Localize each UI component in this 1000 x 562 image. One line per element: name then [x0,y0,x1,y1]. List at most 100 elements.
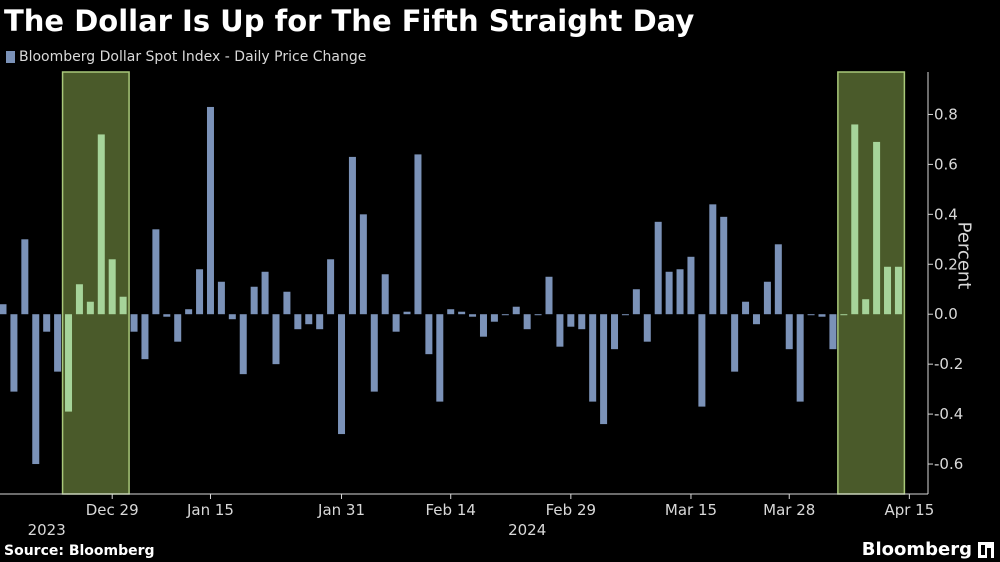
x-tick-label: Mar 28 [763,501,815,519]
bar [545,276,553,315]
bar [206,106,214,315]
bar [261,271,269,315]
bar [742,301,750,315]
bar [654,221,662,315]
year-label: 2023 [28,521,66,539]
x-tick-label: Feb 14 [426,501,476,519]
bar [643,314,651,342]
y-tick-label: -0.4 [934,405,963,423]
legend-swatch [6,51,15,63]
bar [752,314,760,325]
bar [501,314,509,316]
bar [534,314,542,316]
bar [43,314,51,332]
bar [851,124,859,315]
y-tick-label: 0.2 [934,255,958,273]
bar [403,311,411,315]
bar [414,154,422,315]
year-label: 2024 [508,521,546,539]
bloomberg-logo: Bloomberg [862,539,994,560]
x-tick-label: Jan 31 [317,501,365,519]
bar [163,314,171,317]
bar [305,314,313,325]
bloomberg-terminal-icon [978,541,994,558]
highlight-band [837,71,906,495]
bar [21,239,29,315]
bar [392,314,400,332]
bar [469,314,477,317]
bar [894,266,902,315]
source-note: Source: Bloomberg [4,543,155,559]
bar [228,314,236,320]
bar [250,286,258,315]
bar [436,314,444,402]
bar [720,216,728,315]
bar [348,156,356,315]
x-tick-label: Mar 15 [665,501,717,519]
bar [512,306,520,315]
brand-name: Bloomberg [861,539,972,560]
bar [217,281,225,315]
highlight-band [61,71,130,495]
legend-label: Bloomberg Dollar Spot Index - Daily Pric… [19,49,367,65]
bar [556,314,564,347]
bar [294,314,302,330]
bar [119,296,127,315]
bar [862,299,870,315]
bar [97,134,105,315]
bar [490,314,498,322]
y-tick-label: -0.2 [934,355,963,373]
bar [370,314,378,392]
bar [807,314,815,316]
bar [665,271,673,315]
bar [698,314,706,407]
bar [141,314,149,360]
bar [174,314,182,342]
bar [185,309,193,315]
bar [327,259,335,315]
bar [239,314,247,375]
x-tick-label: Feb 29 [546,501,596,519]
bar [479,314,487,337]
bar [829,314,837,350]
y-tick-label: -0.6 [934,455,963,473]
bar [152,229,160,315]
bar [873,141,881,315]
legend: Bloomberg Dollar Spot Index - Daily Pric… [6,49,366,65]
bar [611,314,619,350]
bar [676,269,684,315]
bar [458,311,466,315]
bar [196,269,204,315]
bar [130,314,138,332]
bar [359,214,367,315]
bar [447,309,455,315]
bar [785,314,793,350]
y-tick-label: 0.6 [934,155,958,173]
y-tick-label: 0.0 [934,305,958,323]
x-tick-label: Apr 15 [884,501,934,519]
bar [621,314,629,316]
bar [731,314,739,372]
bar [840,314,848,316]
bar [75,284,83,315]
chart-title: The Dollar Is Up for The Fifth Straight … [4,4,695,38]
x-tick-label: Dec 29 [86,501,139,519]
bar [567,314,575,327]
bar [523,314,531,330]
bar [578,314,586,330]
bar [589,314,597,402]
bar [86,301,94,315]
bar [338,314,346,435]
bar [283,291,291,315]
bar [0,304,7,315]
bar [763,281,771,315]
bar [796,314,804,402]
bar [687,256,695,315]
bar [316,314,324,330]
bar [884,266,892,315]
bar [600,314,608,425]
bar [108,259,116,315]
bar [818,314,826,317]
bar [709,204,717,315]
